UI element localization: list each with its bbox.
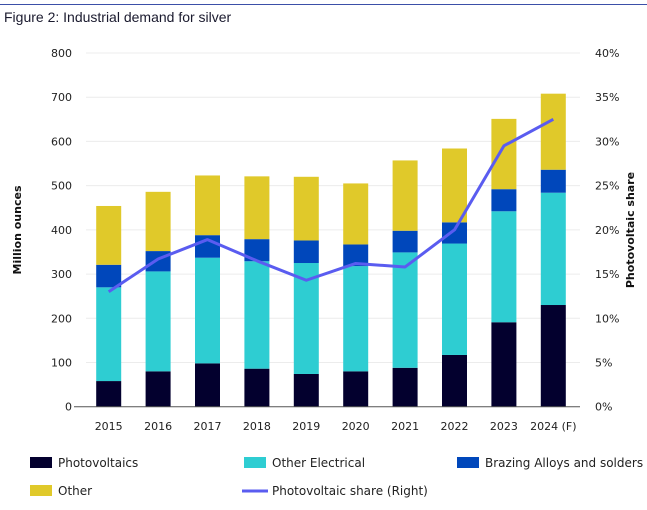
bar-other-electrical [491, 211, 517, 323]
bar-photovoltaics [293, 373, 319, 407]
y-tick-label: 0 [65, 401, 72, 414]
bar-photovoltaics [195, 363, 220, 407]
bar-brazing-alloys-and-solders [392, 230, 418, 253]
legend-swatch [30, 485, 52, 496]
bar-brazing-alloys-and-solders [293, 240, 319, 264]
bar-brazing-alloys-and-solders [244, 239, 270, 262]
bar-other [244, 176, 270, 240]
y2-tick-label: 10% [595, 312, 619, 325]
bar-other [540, 93, 566, 170]
y2-axis-label: Photovoltaic share [624, 172, 637, 288]
y2-tick-label: 20% [595, 224, 619, 237]
y2-tick-label: 0% [595, 401, 612, 414]
y-axis-label: Million ounces [11, 185, 24, 274]
bar-photovoltaics [392, 367, 418, 407]
y2-tick-label: 30% [595, 135, 619, 148]
bar-other-electrical [343, 266, 369, 372]
line-photovoltaic-share [107, 117, 555, 293]
bar-other-electrical [442, 243, 467, 355]
x-tick-label: 2019 [292, 420, 320, 433]
chart-title: Figure 2: Industrial demand for silver [4, 9, 232, 25]
bar-other [96, 205, 122, 265]
y2-tick-label: 5% [595, 356, 612, 369]
y2-tick-label: 15% [595, 268, 619, 281]
y2-tick-label: 35% [595, 91, 619, 104]
y-tick-label: 600 [51, 135, 72, 148]
x-tick-label: 2020 [342, 420, 370, 433]
y-tick-label: 400 [51, 224, 72, 237]
legend-swatch [457, 457, 479, 468]
bar-other-electrical [145, 271, 171, 372]
x-tick-label: 2018 [243, 420, 271, 433]
y2-tick-label: 40% [595, 47, 619, 60]
bar-photovoltaics [540, 305, 566, 407]
bar-other [343, 183, 369, 245]
bar-photovoltaics [244, 368, 270, 407]
bar-photovoltaics [145, 371, 171, 407]
x-tick-label: 2021 [391, 420, 419, 433]
bar-other [442, 148, 467, 223]
bar-other-electrical [392, 252, 418, 368]
y2-tick-label: 25% [595, 180, 619, 193]
legend-swatch [30, 457, 52, 468]
bar-brazing-alloys-and-solders [96, 264, 122, 288]
header-rule [0, 4, 647, 5]
y-tick-label: 100 [51, 356, 72, 369]
x-tick-label: 2017 [194, 420, 222, 433]
bar-photovoltaics [343, 371, 369, 407]
y-tick-label: 200 [51, 312, 72, 325]
x-tick-label: 2022 [441, 420, 469, 433]
y-tick-label: 700 [51, 91, 72, 104]
bar-other [293, 176, 319, 241]
bar-other-electrical [244, 261, 270, 369]
bar-other-electrical [195, 257, 220, 364]
y-tick-label: 500 [51, 180, 72, 193]
legend-label: Brazing Alloys and solders [485, 456, 643, 470]
x-tick-label: 2015 [95, 420, 123, 433]
bar-photovoltaics [491, 322, 517, 407]
bar-brazing-alloys-and-solders [343, 244, 369, 267]
x-tick-label: 2023 [490, 420, 518, 433]
bar-photovoltaics [96, 381, 122, 407]
legend-label: Other [58, 484, 92, 498]
bar-brazing-alloys-and-solders [540, 169, 566, 193]
legend-swatch [244, 457, 266, 468]
y-tick-label: 300 [51, 268, 72, 281]
bar-other-electrical [540, 192, 566, 306]
y-tick-label: 800 [51, 47, 72, 60]
x-tick-label: 2016 [144, 420, 172, 433]
x-tick-label: 2024 (F) [530, 420, 576, 433]
bar-other-electrical [96, 287, 122, 382]
bar-other [491, 118, 517, 190]
bar-photovoltaics [442, 354, 467, 407]
legend-label: Other Electrical [272, 456, 365, 470]
legend-label: Photovoltaic share (Right) [272, 484, 428, 498]
bar-other [392, 160, 418, 231]
bar-brazing-alloys-and-solders [442, 222, 467, 244]
legend-label: Photovoltaics [58, 456, 138, 470]
bar-brazing-alloys-and-solders [491, 189, 517, 212]
bar-other [195, 175, 220, 236]
bar-other [145, 191, 171, 252]
